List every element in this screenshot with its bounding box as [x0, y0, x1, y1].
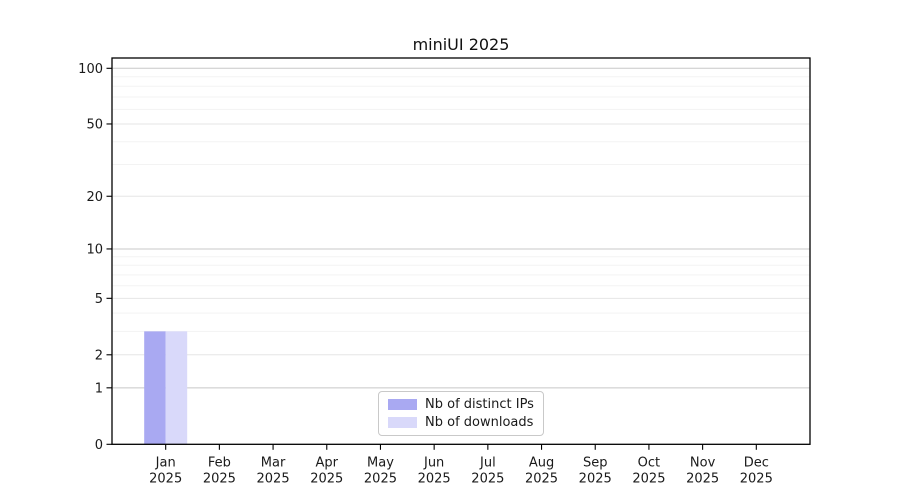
x-tick-label-year: 2025	[579, 472, 612, 487]
x-tick-label-month: Mar	[261, 456, 286, 471]
x-tick-label-year: 2025	[364, 472, 397, 487]
x-tick-label-month: Nov	[690, 456, 716, 471]
y-tick-label: 5	[95, 292, 103, 307]
x-tick-label-month: Apr	[316, 456, 339, 471]
bar-distinct-ips-jan	[144, 331, 166, 445]
y-tick-label: 2	[95, 348, 103, 363]
minor-gridlines	[112, 76, 810, 332]
legend-swatch-downloads	[388, 417, 417, 428]
x-tick-label-month: Dec	[744, 456, 769, 471]
y-tick-label: 100	[78, 62, 103, 77]
x-tick-label-year: 2025	[525, 472, 558, 487]
legend: Nb of distinct IPs Nb of downloads	[378, 391, 544, 436]
bars	[144, 331, 188, 445]
major-gridlines	[112, 67, 810, 389]
x-tick-label-year: 2025	[310, 472, 343, 487]
legend-label-downloads: Nb of downloads	[425, 415, 534, 430]
bar-downloads-jan	[165, 331, 188, 445]
x-tick-label-month: Sep	[583, 456, 608, 471]
x-tick-label-month: Jan	[155, 456, 176, 471]
x-tick-label-year: 2025	[149, 472, 182, 487]
y-tick-label: 0	[95, 438, 103, 453]
chart-title: miniUI 2025	[412, 35, 510, 54]
x-tick-label-month: Oct	[638, 456, 660, 471]
y-tick-label: 20	[86, 190, 103, 205]
y-tick-label: 50	[86, 117, 103, 132]
x-tick-label-year: 2025	[418, 472, 451, 487]
x-tick-label-month: May	[367, 456, 394, 471]
y-tick-label: 10	[86, 242, 103, 257]
mid-gridlines	[112, 123, 810, 356]
x-axis: Jan2025Feb2025Mar2025Apr2025May2025Jun20…	[149, 444, 773, 487]
x-tick-label-month: Jul	[479, 456, 496, 471]
x-tick-label-year: 2025	[257, 472, 290, 487]
x-tick-label-month: Feb	[208, 456, 231, 471]
plot-border	[111, 57, 811, 445]
y-axis: 0 1 2 5 10 20 50 100	[78, 62, 112, 453]
legend-entry-downloads: Nb of downloads	[388, 415, 535, 430]
x-tick-label-year: 2025	[203, 472, 236, 487]
x-tick-label-year: 2025	[471, 472, 504, 487]
x-tick-label-year: 2025	[632, 472, 665, 487]
x-tick-label-month: Aug	[529, 456, 554, 471]
x-tick-label-year: 2025	[686, 472, 719, 487]
x-tick-label-year: 2025	[740, 472, 773, 487]
legend-label-distinct-ips: Nb of distinct IPs	[425, 397, 534, 412]
legend-swatch-distinct-ips	[388, 399, 417, 410]
y-tick-label: 1	[95, 381, 103, 396]
x-tick-label-month: Jun	[423, 456, 444, 471]
legend-entry-distinct-ips: Nb of distinct IPs	[388, 397, 535, 412]
